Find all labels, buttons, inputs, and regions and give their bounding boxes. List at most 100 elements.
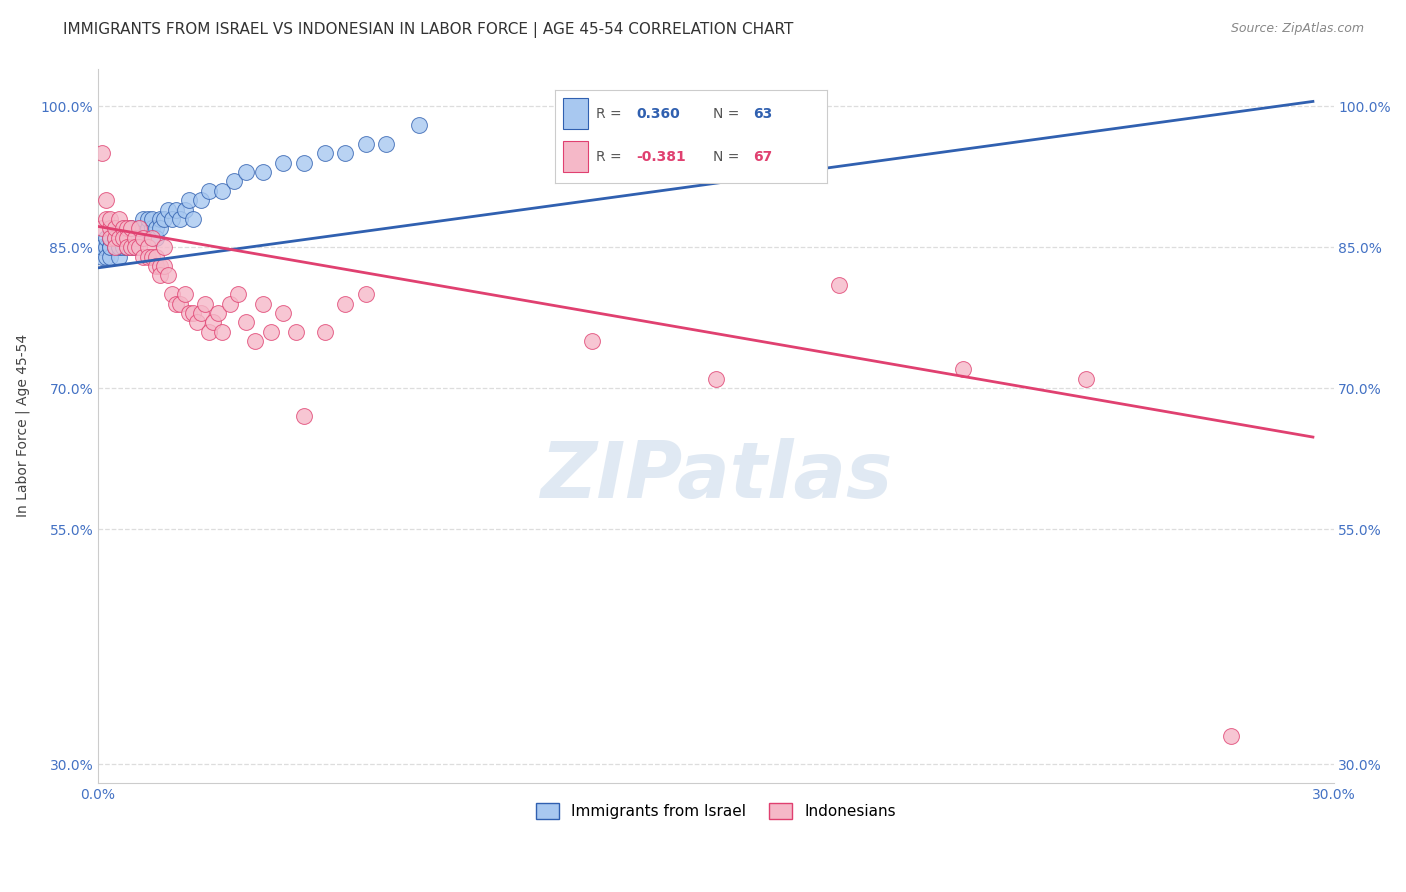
Point: [260, 325, 283, 339]
Point: [107, 240, 129, 254]
Point: [141, 250, 163, 264]
Point: [335, 146, 357, 161]
Point: [273, 155, 295, 169]
Point: [222, 174, 245, 188]
Point: [243, 334, 266, 348]
Point: [202, 315, 225, 329]
Point: [165, 202, 187, 217]
Point: [115, 240, 138, 254]
Point: [115, 240, 138, 254]
Point: [153, 259, 176, 273]
Point: [235, 315, 257, 329]
Point: [124, 231, 146, 245]
Point: [354, 136, 377, 151]
Point: [173, 202, 195, 217]
Point: [111, 231, 134, 245]
Point: [408, 118, 430, 132]
Point: [111, 231, 134, 245]
Point: [100, 240, 122, 254]
Point: [132, 231, 155, 245]
Point: [120, 231, 142, 245]
Point: [111, 240, 134, 254]
Point: [190, 193, 212, 207]
Point: [181, 306, 204, 320]
Point: [169, 296, 191, 310]
Point: [314, 325, 336, 339]
Point: [111, 221, 134, 235]
Point: [96, 193, 118, 207]
Point: [120, 221, 142, 235]
Point: [96, 250, 118, 264]
Point: [284, 325, 307, 339]
Point: [91, 146, 114, 161]
Point: [128, 231, 150, 245]
Point: [160, 211, 183, 226]
Point: [198, 325, 221, 339]
Point: [226, 287, 249, 301]
Point: [107, 240, 129, 254]
Point: [252, 296, 274, 310]
Point: [177, 306, 200, 320]
Point: [91, 221, 114, 235]
Text: Source: ZipAtlas.com: Source: ZipAtlas.com: [1230, 22, 1364, 36]
Point: [132, 211, 155, 226]
Point: [165, 296, 187, 310]
Point: [107, 231, 129, 245]
Point: [828, 277, 851, 292]
Point: [141, 231, 163, 245]
Point: [173, 287, 195, 301]
Point: [132, 231, 155, 245]
Point: [704, 372, 727, 386]
Point: [149, 221, 172, 235]
Point: [103, 221, 125, 235]
Point: [1076, 372, 1098, 386]
Legend: Immigrants from Israel, Indonesians: Immigrants from Israel, Indonesians: [530, 797, 901, 825]
Point: [107, 231, 129, 245]
Point: [153, 240, 176, 254]
Point: [273, 306, 295, 320]
Point: [100, 231, 122, 245]
Point: [145, 259, 167, 273]
Point: [218, 296, 240, 310]
Point: [132, 250, 155, 264]
Point: [115, 221, 138, 235]
Point: [190, 306, 212, 320]
Point: [1219, 729, 1241, 743]
Point: [124, 240, 146, 254]
Point: [149, 259, 172, 273]
Point: [145, 231, 167, 245]
Point: [100, 211, 122, 226]
Point: [120, 240, 142, 254]
Point: [141, 221, 163, 235]
Point: [124, 231, 146, 245]
Point: [91, 250, 114, 264]
Point: [145, 221, 167, 235]
Point: [103, 231, 125, 245]
Point: [149, 211, 172, 226]
Point: [100, 221, 122, 235]
Point: [207, 306, 229, 320]
Point: [96, 231, 118, 245]
Point: [136, 240, 159, 254]
Point: [115, 240, 138, 254]
Point: [91, 240, 114, 254]
Point: [136, 211, 159, 226]
Point: [314, 146, 336, 161]
Point: [211, 325, 233, 339]
Point: [177, 193, 200, 207]
Point: [354, 287, 377, 301]
Point: [100, 231, 122, 245]
Point: [128, 221, 150, 235]
Point: [136, 250, 159, 264]
Point: [211, 184, 233, 198]
Point: [103, 240, 125, 254]
Y-axis label: In Labor Force | Age 45-54: In Labor Force | Age 45-54: [15, 334, 30, 517]
Point: [103, 240, 125, 254]
Point: [103, 231, 125, 245]
Point: [145, 250, 167, 264]
Point: [186, 315, 208, 329]
Point: [107, 250, 129, 264]
Point: [96, 240, 118, 254]
Point: [375, 136, 398, 151]
Point: [107, 211, 129, 226]
